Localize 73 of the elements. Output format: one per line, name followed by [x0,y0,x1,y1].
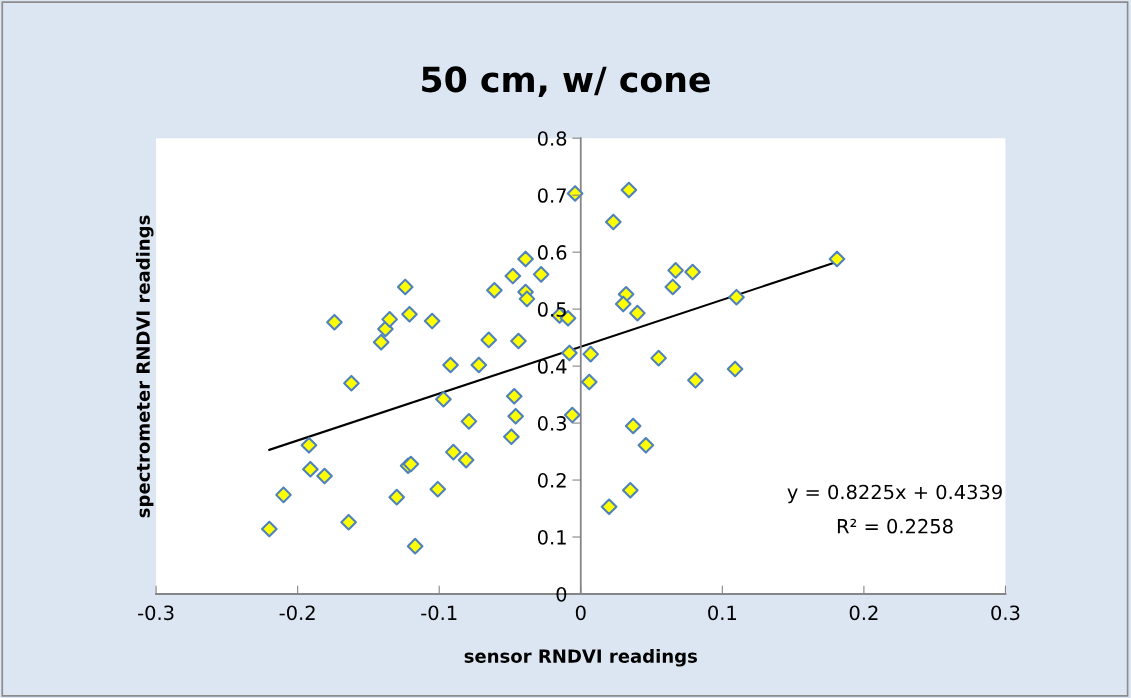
y-tick-label: 0.6 [537,245,567,260]
point [687,372,704,389]
x-tick-label: 0.3 [991,605,1020,621]
point [388,488,406,506]
x-tick-label: 0.2 [849,605,878,621]
point [445,443,462,461]
x-tick-label: 0.1 [708,605,736,621]
point [457,451,475,469]
x-tick-label: -0.2 [279,605,315,621]
y-tick-label: 0.2 [537,473,566,488]
x-tick-label: 0 [575,605,586,621]
point [377,320,394,338]
point [381,311,398,328]
point [637,436,655,454]
point [423,312,441,330]
y-tick-label: 0.1 [537,529,566,545]
x-tick-label: -0.1 [421,605,457,621]
y-tick-label: 0.5 [537,302,566,317]
point [664,278,682,296]
point [470,356,488,374]
point [460,413,478,430]
point [621,481,639,499]
point [566,185,584,202]
point [340,513,357,531]
y-tick-label: 0.3 [537,416,567,431]
point [684,263,701,281]
point [372,333,390,351]
y-tick-label: 0.7 [537,188,566,203]
point [275,486,292,504]
x-axis-title: sensor RNDVI readings [464,648,697,667]
point [726,360,744,378]
point [396,278,414,296]
point [624,417,642,435]
point [650,349,667,367]
annotation: y = 0.8225x + 0.4339 [787,484,1002,504]
x-tick-label: -0.3 [138,605,174,621]
point [582,345,599,363]
point [517,250,534,268]
point [435,390,452,408]
point [300,436,318,454]
point [828,250,846,268]
point [261,520,278,538]
chart-title: 50 cm, w/ cone [422,66,710,97]
point [580,373,598,391]
annotation: R² = 0.2258 [837,518,953,534]
point [629,304,646,322]
y-tick-label: 0.4 [537,359,567,374]
point [532,266,550,283]
point [343,374,360,392]
point [728,288,745,306]
point [316,467,333,485]
point [442,356,459,374]
point [667,262,684,279]
point [510,332,527,350]
point [486,282,503,299]
point [620,181,638,199]
point [507,407,524,425]
point [406,537,424,555]
point [503,428,520,446]
point [302,460,319,478]
point [401,305,418,323]
point [605,213,622,231]
point [326,313,343,331]
y-tick-label: 0 [556,586,567,602]
y-tick-label: 0.8 [537,131,567,146]
point [518,290,536,308]
point [480,331,498,349]
point [505,387,523,405]
point [600,498,618,516]
point [429,480,447,498]
point [614,295,632,313]
point [504,267,522,285]
y-axis-title: spectrometer RNDVI readings [135,215,154,518]
